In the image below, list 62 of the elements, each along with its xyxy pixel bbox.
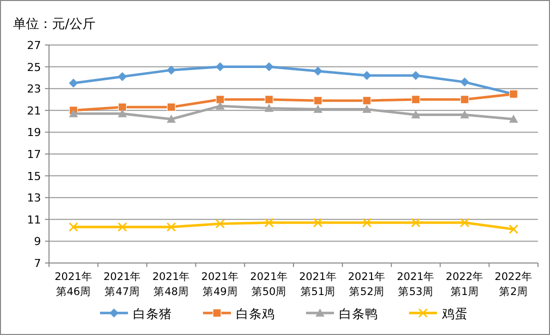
x-tick-label: 2021年第46周: [54, 271, 92, 298]
point: [216, 95, 224, 104]
point: [509, 114, 518, 123]
point: [313, 218, 323, 228]
x-tick-label: 2021年第50周: [250, 271, 288, 298]
y-tick-label: 19: [27, 126, 41, 140]
x-tick-label: 2021年第51周: [299, 271, 337, 298]
point: [313, 66, 322, 76]
point: [215, 219, 225, 229]
point: [216, 102, 225, 110]
point: [460, 110, 470, 118]
point: [118, 102, 127, 112]
legend-label: 白条鸡: [236, 306, 275, 321]
x-tick-label: 2022年第1周: [446, 271, 484, 298]
point: [264, 95, 274, 104]
point: [166, 114, 176, 123]
point: [411, 218, 420, 228]
y-tick-label: 17: [27, 148, 41, 161]
point: [362, 104, 372, 113]
x-tick-label: 2021年第48周: [152, 271, 190, 298]
point: [68, 78, 78, 88]
legend-label: 鸡蛋: [441, 306, 468, 321]
point: [460, 218, 470, 228]
point: [118, 222, 128, 232]
y-tick-label: 7: [34, 257, 41, 270]
point: [166, 66, 176, 75]
x-tick-label: 2021年第49周: [201, 271, 240, 298]
point: [118, 72, 127, 82]
point: [362, 218, 372, 228]
y-tick-label: 21: [27, 104, 41, 118]
point: [411, 95, 420, 104]
point: [264, 218, 274, 228]
point: [508, 224, 518, 234]
point: [166, 222, 176, 232]
x-tick-label: 2021年第47周: [103, 271, 142, 298]
y-tick-label: 11: [27, 213, 41, 226]
x-tick-label: 2021年第52周: [348, 271, 386, 298]
point: [362, 71, 372, 80]
point: [411, 110, 420, 118]
x-tick-label: 2021年第53周: [396, 271, 435, 298]
point: [166, 102, 176, 112]
point: [68, 109, 78, 118]
point: [68, 222, 78, 232]
legend-label: 白条猪: [133, 306, 172, 321]
y-tick-label: 13: [27, 192, 41, 205]
point: [264, 104, 274, 112]
point: [362, 96, 372, 105]
y-tick-label: 25: [27, 60, 41, 74]
y-axis-title: 单位：元/公斤: [13, 17, 96, 32]
point: [460, 78, 470, 87]
point: [314, 96, 322, 105]
y-tick-label: 27: [27, 39, 41, 52]
y-tick-label: 15: [27, 170, 41, 183]
point: [460, 95, 469, 104]
legend-label: 白条鸭: [339, 306, 378, 321]
x-tick-label: 2022年第2周: [494, 271, 532, 298]
point: [411, 71, 420, 80]
y-tick-label: 23: [27, 82, 41, 96]
point: [118, 109, 127, 118]
y-tick-label: 9: [34, 235, 41, 248]
point: [313, 104, 322, 113]
point: [264, 62, 274, 72]
